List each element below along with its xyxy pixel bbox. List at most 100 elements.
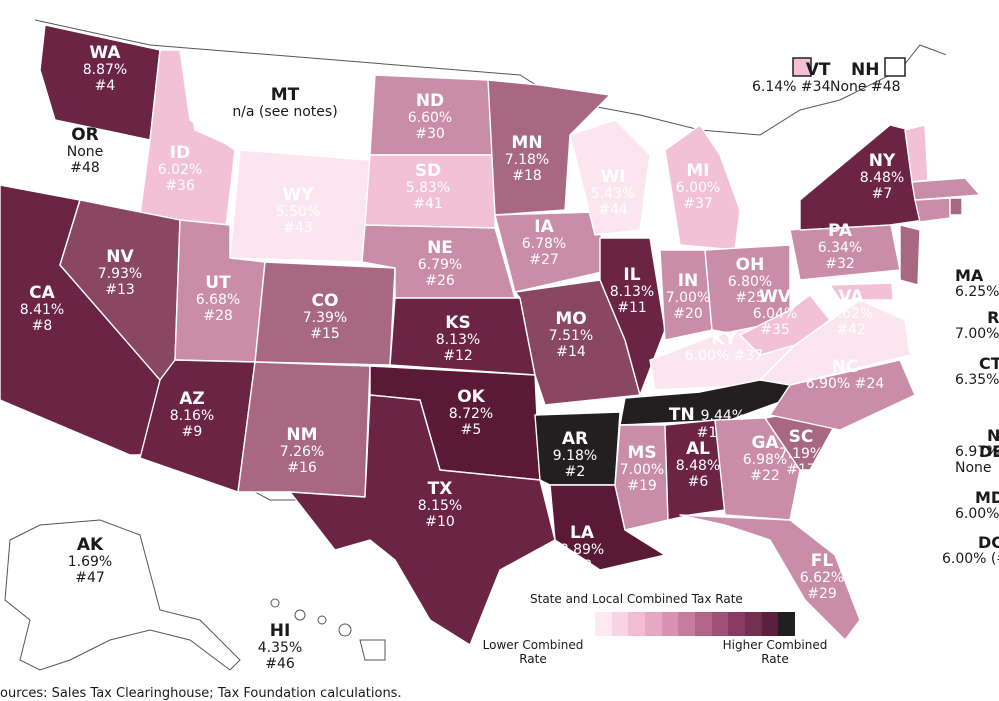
state-label-line: #19 — [627, 478, 657, 494]
state-label-line: #37 — [683, 196, 713, 212]
state-nc[interactable] — [769, 359, 916, 431]
state-label-al: AL8.48%#6 — [676, 439, 720, 490]
state-label-sc: SC7.19%#17 — [779, 427, 823, 478]
east-label-ma: MA 6.25% — [955, 266, 999, 301]
state-label-line: NM — [286, 425, 317, 445]
state-label-line: VA — [838, 287, 864, 307]
state-ms[interactable] — [614, 424, 669, 531]
state-label-line: #11 — [617, 300, 647, 316]
state-label-line: n/a (see notes) — [232, 104, 337, 120]
state-label-line: #1 — [697, 425, 718, 441]
state-label-pa: PA6.34%#32 — [818, 221, 862, 272]
state-il[interactable] — [599, 237, 666, 396]
state-label-line: MO — [555, 309, 586, 329]
state-label-line: #3 — [572, 558, 593, 574]
state-label-line: #30 — [415, 126, 445, 142]
legend-color-scale — [595, 612, 796, 636]
state-wv[interactable] — [739, 294, 831, 356]
hawaii-islands — [270, 598, 386, 661]
state-label-line: #15 — [310, 326, 340, 342]
state-label-line: 8.89% — [560, 542, 604, 558]
state-fl[interactable] — [679, 514, 861, 641]
state-al[interactable] — [664, 419, 726, 521]
state-label-line: 8.48% — [676, 458, 720, 474]
border-line — [34, 19, 991, 136]
state-label-line: #5 — [461, 422, 482, 438]
state-ma[interactable] — [911, 177, 981, 201]
state-label-line: CO — [312, 291, 339, 311]
state-label-ut: UT6.68%#28 — [196, 273, 240, 324]
state-label-line: #14 — [556, 344, 586, 360]
state-label-line: 8.13% — [436, 332, 480, 348]
east-label-ri: R 7.00% — [955, 308, 999, 343]
state-label-line: WA — [89, 43, 121, 63]
state-label-line: TN 9.44% — [669, 405, 745, 425]
state-label-line: #25 — [735, 290, 765, 306]
vt-inset-label: VT 6.14% #34 — [752, 60, 831, 96]
state-label-va: VA5.62%#42 — [829, 287, 873, 338]
state-label-mi: MI6.00%#37 — [676, 161, 720, 212]
state-label-line: OH — [736, 255, 765, 275]
state-label-line: 8.41% — [20, 302, 64, 318]
state-ga[interactable] — [714, 417, 801, 521]
state-nj[interactable] — [899, 224, 921, 286]
state-label-in: IN7.00%#20 — [666, 271, 710, 322]
state-label-line: #9 — [182, 424, 203, 440]
state-label-line: WY — [282, 185, 314, 205]
state-label-line: LA — [570, 523, 595, 543]
state-label-line: 7.39% — [303, 310, 347, 326]
state-label-nv: NV7.93%#13 — [98, 247, 142, 298]
state-az[interactable] — [139, 359, 256, 493]
state-label-line: 7.18% — [505, 152, 549, 168]
legend-swatch — [778, 612, 796, 636]
state-label-line: #4 — [95, 78, 116, 94]
state-label-tn: TN 9.44%#1 — [669, 405, 745, 441]
state-md[interactable] — [829, 282, 894, 301]
legend-swatch — [611, 612, 629, 636]
state-label-line: 5.43% — [591, 186, 635, 202]
state-label-sd: SD5.83%#41 — [406, 161, 450, 212]
state-label-wy: WY5.50%#43 — [276, 185, 320, 236]
east-label-dc: DC6.00% (# — [942, 533, 999, 568]
legend-swatch — [761, 612, 779, 636]
state-label-line: #32 — [825, 256, 855, 272]
east-label-de: DE None — [955, 442, 999, 477]
state-label-line: NC — [832, 357, 859, 377]
state-label-line: ND — [416, 91, 444, 111]
state-label-line: #42 — [836, 322, 866, 338]
state-label-line: CA — [29, 283, 55, 303]
state-label-line: 6.68% — [196, 292, 240, 308]
state-label-line: KS — [445, 313, 470, 333]
state-me[interactable] — [939, 39, 999, 176]
vt-swatch — [792, 57, 812, 77]
state-label-ms: MS7.00%#19 — [620, 443, 664, 494]
alaska-outline — [4, 519, 241, 671]
state-label-tx: TX8.15%#10 — [418, 479, 462, 530]
state-label-line: 6.62% — [800, 570, 844, 586]
state-label-line: AL — [686, 439, 710, 459]
state-tx[interactable] — [289, 394, 556, 646]
state-wi[interactable] — [569, 119, 651, 236]
state-label-line: NE — [427, 238, 453, 258]
state-label-line: #44 — [598, 202, 628, 218]
state-ct[interactable] — [914, 197, 951, 223]
state-label-line: 7.26% — [280, 444, 324, 460]
state-label-id: ID6.02%#36 — [158, 143, 202, 194]
legend-swatch — [745, 612, 762, 636]
state-label-line: 1.69% — [68, 554, 112, 570]
state-ri[interactable] — [949, 197, 963, 216]
state-label-line: OK — [457, 387, 485, 407]
legend-swatch — [711, 612, 729, 636]
state-label-line: #47 — [75, 570, 105, 586]
state-label-line: 7.00% — [666, 290, 710, 306]
state-mi[interactable] — [664, 124, 741, 251]
state-label-ny: NY8.48%#7 — [860, 151, 904, 202]
legend-title: State and Local Combined Tax Rate — [530, 592, 743, 606]
state-label-line: 8.15% — [418, 498, 462, 514]
state-label-line: #6 — [688, 474, 709, 490]
state-de[interactable] — [891, 282, 906, 301]
state-label-line: MN — [511, 133, 542, 153]
state-label-line: 9.18% — [553, 448, 597, 464]
state-label-line: UT — [205, 273, 231, 293]
state-label-line: IN — [678, 271, 699, 291]
